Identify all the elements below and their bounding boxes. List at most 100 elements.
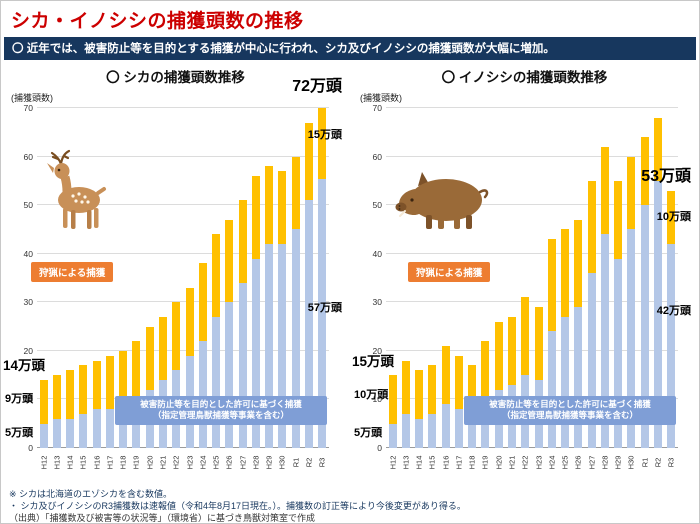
boar-chart-panel: 〇 イノシシの捕獲頭数推移 (捕獲頭数) 0 10 20 30 40 50 60 70 H12… — [350, 64, 699, 484]
permitted-capture-segment — [265, 244, 274, 448]
x-tick-label: R3 — [666, 457, 676, 468]
bar-H30 — [625, 108, 638, 448]
bar-H28 — [249, 108, 262, 448]
deer-permit-tag-line2: （指定管理鳥獣捕獲等事業を含む） — [152, 410, 289, 421]
permitted-capture-segment — [415, 418, 424, 448]
gridline — [37, 204, 329, 206]
bar-H26 — [223, 108, 236, 448]
bar-H12 — [386, 108, 399, 448]
x-tick-label: H15 — [427, 455, 437, 470]
permitted-capture-segment — [388, 423, 397, 448]
hunting-capture-segment — [92, 360, 101, 410]
permitted-capture-segment — [587, 273, 596, 448]
x-tick: H30 — [276, 449, 289, 475]
hunting-capture-segment — [441, 346, 450, 405]
y-tick-label: 50 — [372, 200, 382, 211]
deer-latest-permit-label: 57万頭 — [307, 302, 342, 314]
hunting-capture-segment — [454, 355, 463, 410]
permitted-capture-segment — [428, 414, 437, 448]
hunting-capture-segment — [238, 200, 247, 283]
hunting-capture-segment — [39, 380, 48, 424]
hunting-capture-segment — [415, 370, 424, 419]
boar-latest-permit-label: 42万頭 — [656, 305, 691, 317]
hunting-capture-segment — [640, 137, 649, 206]
x-tick-label: R1 — [291, 457, 301, 468]
x-tick-label: H23 — [534, 455, 544, 470]
x-tick-label: H28 — [600, 455, 610, 470]
permitted-capture-segment — [441, 404, 450, 448]
y-tick-label: 0 — [28, 443, 33, 453]
x-tick-label: H28 — [251, 455, 261, 470]
gridline — [386, 447, 678, 448]
permitted-capture-segment — [198, 341, 207, 448]
permitted-capture-segment — [278, 244, 287, 448]
deer-latest-hunting-label: 15万頭 — [307, 129, 342, 141]
hunting-capture-segment — [265, 166, 274, 244]
y-tick-label: 20 — [372, 345, 382, 356]
gridline — [37, 301, 329, 303]
deer-permit-tag-line1: 被害防止等を目的とした許可に基づく捕獲 — [140, 399, 302, 409]
hunting-capture-segment — [278, 171, 287, 244]
deer-illustration — [47, 149, 106, 229]
x-tick: H15 — [426, 449, 439, 475]
x-tick-label: H13 — [401, 455, 411, 470]
boar-latest-total-label: 53万頭 — [641, 168, 691, 185]
hunting-capture-segment — [198, 263, 207, 342]
deer-latest-total-label: 72万頭 — [292, 78, 342, 95]
x-tick: H25 — [558, 449, 571, 475]
x-tick: R2 — [651, 449, 664, 475]
bar-H30 — [276, 108, 289, 448]
hunting-capture-segment — [251, 176, 260, 259]
x-tick-label: H12 — [39, 455, 49, 470]
bar-H18 — [466, 108, 479, 448]
boar-latest-hunting-label: 10万頭 — [656, 211, 691, 223]
permitted-capture-segment — [238, 282, 247, 448]
hunting-capture-segment — [614, 180, 623, 259]
boar-chart-title: 〇 イノシシの捕獲頭数推移 — [441, 70, 608, 85]
x-tick-label: H13 — [52, 455, 62, 470]
hunting-capture-segment — [587, 180, 596, 274]
boar-illustration — [395, 172, 489, 229]
x-tick-label: H18 — [467, 455, 477, 470]
gridline — [37, 447, 329, 448]
permitted-capture-segment — [105, 409, 114, 448]
x-tick-label: H17 — [454, 455, 464, 470]
permitted-capture-segment — [318, 178, 327, 448]
x-tick: H13 — [50, 449, 63, 475]
x-tick-label: H19 — [480, 455, 490, 470]
x-tick-label: R3 — [317, 457, 327, 468]
boar-permit-tag-line1: 被害防止等を目的とした許可に基づく捕獲 — [489, 399, 651, 409]
bar-H12 — [37, 108, 50, 448]
hunting-capture-segment — [52, 375, 61, 419]
hunting-capture-segment — [388, 375, 397, 424]
x-tick: R3 — [316, 449, 329, 475]
banner: 〇 近年では、被害防止等を目的とする捕獲が中心に行われ、シカ及びイノシシの捕獲頭… — [4, 37, 696, 60]
deer-first-total-label: 14万頭 — [3, 358, 46, 373]
x-tick-label: H14 — [65, 455, 75, 470]
x-tick: H20 — [492, 449, 505, 475]
deer-chart-panel: 〇 シカの捕獲頭数推移 (捕獲頭数) 0 10 20 30 40 50 60 70 H12 H1… — [1, 64, 350, 484]
gridline — [37, 107, 329, 108]
permitted-capture-segment — [225, 302, 234, 448]
hunting-capture-segment — [291, 156, 300, 230]
bar-H25 — [558, 108, 571, 448]
x-tick-label: H30 — [277, 455, 287, 470]
x-tick: H29 — [612, 449, 625, 475]
hunting-capture-segment — [119, 350, 128, 405]
bar-R3 — [665, 108, 678, 448]
hunting-capture-segment — [66, 370, 75, 419]
y-tick-label: 20 — [23, 345, 33, 356]
gridline — [386, 107, 678, 108]
hunting-capture-segment — [79, 365, 88, 414]
x-tick-label: H18 — [118, 455, 128, 470]
x-tick-label: H22 — [520, 455, 530, 470]
bar-H17 — [103, 108, 116, 448]
bar-H27 — [236, 108, 249, 448]
x-tick-label: R1 — [640, 457, 650, 468]
bar-H24 — [545, 108, 558, 448]
x-tick: H23 — [532, 449, 545, 475]
y-tick-label: 10 — [23, 394, 33, 405]
boar-hunting-capture-tag: 狩猟による捕獲 — [408, 262, 491, 282]
permitted-capture-segment — [600, 234, 609, 448]
